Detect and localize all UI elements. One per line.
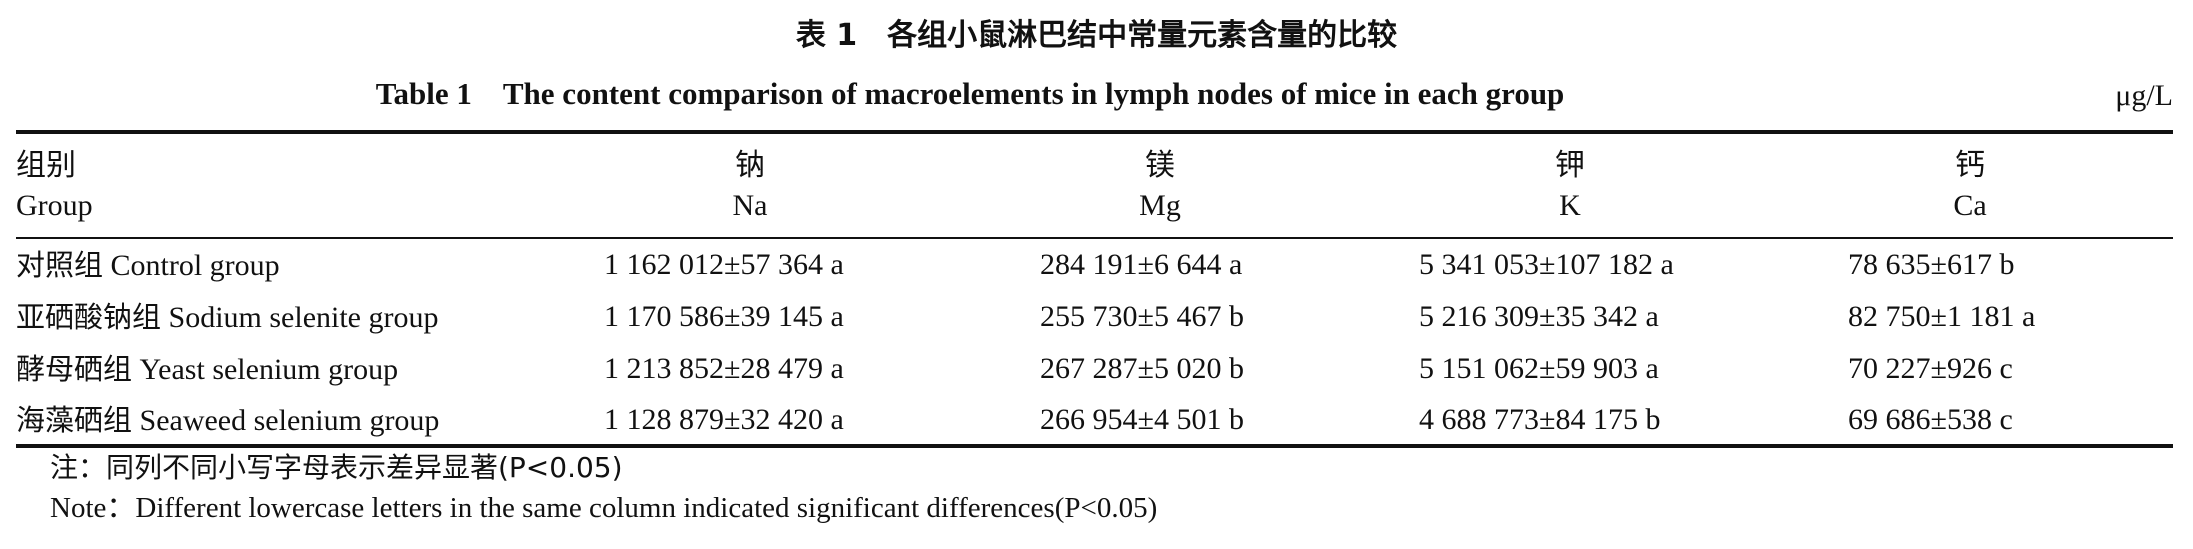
table-cell-ca: 78 635±617 b [1848, 248, 2015, 281]
header-ca: 钙 Ca [1920, 146, 2020, 226]
table-cell-mg: 255 730±5 467 b [1040, 300, 1244, 333]
table-cell-mg: 284 191±6 644 a [1040, 248, 1243, 281]
row-group-en: Seaweed selenium group [139, 404, 440, 437]
header-ca-cn: 钙 [1955, 148, 1985, 183]
table-cell-na: 1 128 879±32 420 a [604, 403, 844, 436]
table-cell-na: 1 162 012±57 364 a [604, 248, 844, 281]
note-cn: 注：同列不同小写字母表示差异显著(P<0.05) [50, 448, 623, 488]
header-mg: 镁 Mg [1110, 146, 1210, 226]
table-cell-na: 1 170 586±39 145 a [604, 300, 844, 333]
table-cell-k: 5 151 062±59 903 a [1419, 352, 1659, 385]
row-group-en: Control group [110, 249, 280, 282]
header-mg-cn: 镁 [1145, 148, 1175, 183]
row-group-cn: 海藻硒组 [16, 403, 133, 437]
note-en: Note：Different lowercase letters in the … [50, 492, 1158, 524]
table-row-group: 酵母硒组 Yeast selenium group [16, 349, 398, 390]
row-group-en: Sodium selenite group [168, 301, 439, 334]
header-mg-en: Mg [1139, 189, 1181, 222]
top-rule [16, 130, 2173, 134]
table-row-group: 对照组 Control group [16, 245, 280, 286]
row-group-cn: 对照组 [16, 248, 104, 282]
table-cell-mg: 267 287±5 020 b [1040, 352, 1244, 385]
table-cell-ca: 82 750±1 181 a [1848, 300, 2036, 333]
row-group-cn: 酵母硒组 [16, 352, 133, 386]
table-cell-ca: 70 227±926 c [1848, 352, 2013, 385]
table-cell-k: 5 216 309±35 342 a [1419, 300, 1659, 333]
table-row-group: 海藻硒组 Seaweed selenium group [16, 400, 439, 441]
table-title-en: Table 1 The content comparison of macroe… [375, 76, 1565, 111]
bottom-rule [16, 444, 2173, 448]
header-k-en: K [1559, 189, 1581, 222]
header-ca-en: Ca [1953, 189, 1987, 222]
table-title-cn: 表 1 各组小鼠淋巴结中常量元素含量的比较 [795, 18, 1398, 53]
header-k: 钾 K [1520, 146, 1620, 226]
header-group-cn: 组别 [16, 148, 76, 183]
header-rule [16, 237, 2173, 239]
row-group-cn: 亚硒酸钠组 [16, 300, 162, 334]
table-cell-ca: 69 686±538 c [1848, 403, 2013, 436]
table-cell-na: 1 213 852±28 479 a [604, 352, 844, 385]
table-cell-k: 5 341 053±107 182 a [1419, 248, 1674, 281]
header-na: 钠 Na [700, 146, 800, 226]
row-group-en: Yeast selenium group [139, 353, 399, 386]
table-row-group: 亚硒酸钠组 Sodium selenite group [16, 297, 439, 338]
header-na-cn: 钠 [735, 148, 765, 183]
header-group-en: Group [16, 189, 93, 222]
header-group: 组别 Group [16, 146, 93, 226]
table-cell-mg: 266 954±4 501 b [1040, 403, 1244, 436]
table-cell-k: 4 688 773±84 175 b [1419, 403, 1661, 436]
note-cn-text: 注：同列不同小写字母表示差异显著(P<0.05) [50, 451, 623, 484]
header-na-en: Na [732, 189, 768, 222]
header-k-cn: 钾 [1555, 148, 1585, 183]
unit-label: μg/L [2115, 79, 2173, 112]
